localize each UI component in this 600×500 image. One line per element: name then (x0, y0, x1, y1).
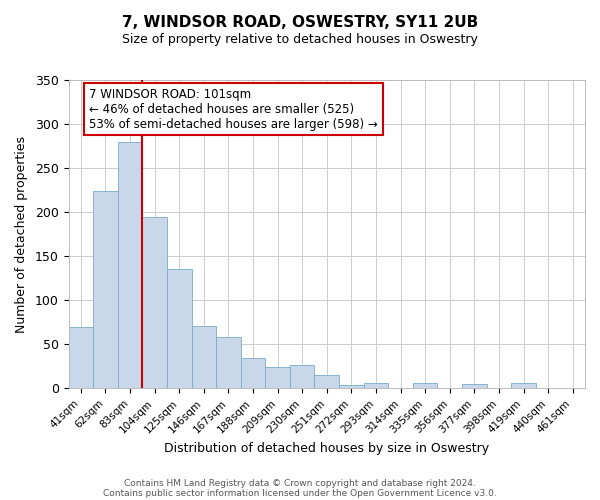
Bar (339, 385, 364, 388)
Bar (511, 383, 536, 388)
Text: 7, WINDSOR ROAD, OSWESTRY, SY11 2UB: 7, WINDSOR ROAD, OSWESTRY, SY11 2UB (122, 15, 478, 30)
Bar (216, 338, 241, 388)
Text: Contains HM Land Registry data © Crown copyright and database right 2024.: Contains HM Land Registry data © Crown c… (124, 478, 476, 488)
Bar (314, 376, 339, 388)
Bar (167, 270, 191, 388)
Bar (265, 368, 290, 388)
Bar (68, 327, 93, 388)
Bar (413, 383, 437, 388)
Bar (93, 191, 118, 388)
Bar (191, 326, 216, 388)
Y-axis label: Number of detached properties: Number of detached properties (15, 136, 28, 332)
Bar (290, 364, 314, 388)
Text: 7 WINDSOR ROAD: 101sqm
← 46% of detached houses are smaller (525)
53% of semi-de: 7 WINDSOR ROAD: 101sqm ← 46% of detached… (89, 88, 378, 130)
Bar (462, 384, 487, 388)
Bar (142, 218, 167, 388)
X-axis label: Distribution of detached houses by size in Oswestry: Distribution of detached houses by size … (164, 442, 490, 455)
Bar (118, 142, 142, 388)
Text: Contains public sector information licensed under the Open Government Licence v3: Contains public sector information licen… (103, 488, 497, 498)
Text: Size of property relative to detached houses in Oswestry: Size of property relative to detached ho… (122, 32, 478, 46)
Bar (241, 358, 265, 388)
Bar (364, 383, 388, 388)
